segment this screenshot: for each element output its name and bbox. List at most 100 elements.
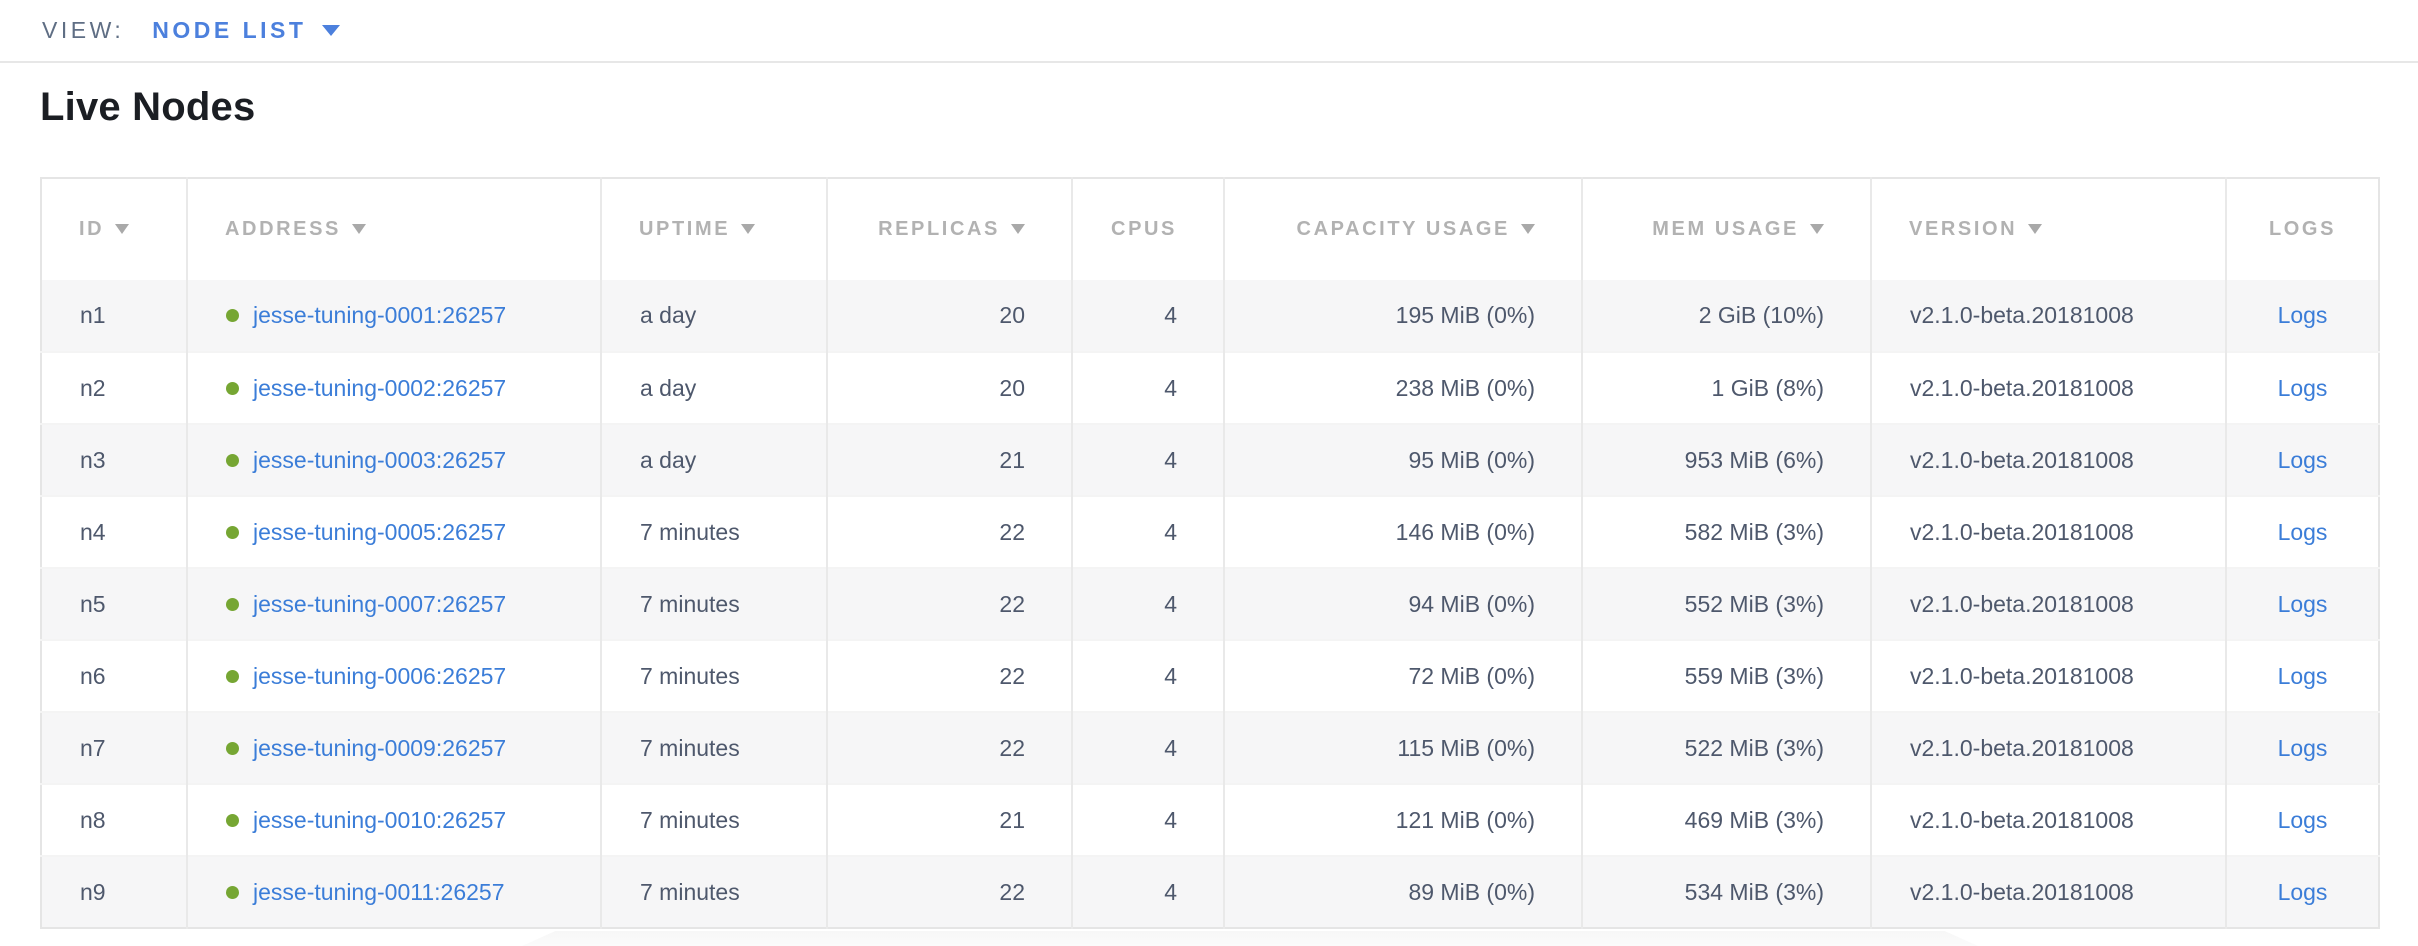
main-content: Live Nodes ID ADDRESS UPTIME REPLICAS CP… — [0, 85, 2418, 946]
uptime-value: a day — [640, 446, 697, 473]
uptime-value: 7 minutes — [640, 734, 740, 761]
replicas-value: 22 — [999, 662, 1025, 689]
node-id: n7 — [80, 734, 106, 761]
node-live-icon — [226, 381, 239, 395]
column-header-logs: LOGS — [2226, 178, 2379, 280]
replicas-value: 22 — [999, 734, 1025, 761]
sort-desc-icon — [741, 224, 756, 234]
column-label: ID — [79, 218, 105, 240]
capacity-usage-value: 121 MiB (0%) — [1395, 806, 1535, 833]
uptime-value: a day — [640, 374, 697, 401]
column-header-replicas[interactable]: REPLICAS — [827, 178, 1073, 280]
node-address-link[interactable]: jesse-tuning-0003:26257 — [253, 446, 507, 473]
uptime-value: 7 minutes — [640, 590, 740, 617]
sort-desc-icon — [352, 224, 366, 234]
column-label: CPUS — [1111, 218, 1177, 240]
node-address-link[interactable]: jesse-tuning-0011:26257 — [253, 878, 505, 905]
node-live-icon — [226, 453, 239, 467]
cpus-value: 4 — [1164, 446, 1177, 473]
mem-usage-value: 522 MiB (3%) — [1684, 734, 1824, 761]
column-header-version[interactable]: VERSION — [1871, 178, 2227, 280]
logs-link[interactable]: Logs — [2277, 878, 2328, 905]
sort-desc-icon — [1011, 224, 1025, 234]
uptime-value: 7 minutes — [640, 806, 740, 833]
column-header-uptime[interactable]: UPTIME — [601, 178, 828, 280]
node-id: n8 — [80, 806, 106, 833]
replicas-value: 22 — [999, 518, 1025, 545]
sort-desc-icon — [115, 224, 130, 234]
table-row: n4 jesse-tuning-0005:26257 7 minutes 22 … — [41, 495, 2379, 568]
node-live-icon — [226, 309, 239, 322]
replicas-value: 20 — [999, 374, 1025, 401]
view-label: VIEW: — [42, 17, 125, 43]
mem-usage-value: 552 MiB (3%) — [1684, 590, 1824, 617]
column-header-id[interactable]: ID — [41, 178, 188, 280]
node-address-link[interactable]: jesse-tuning-0002:26257 — [253, 374, 507, 401]
version-value: v2.1.0-beta.20181008 — [1910, 446, 2134, 473]
sort-desc-icon — [1521, 224, 1535, 234]
version-value: v2.1.0-beta.20181008 — [1910, 662, 2134, 689]
logs-link[interactable]: Logs — [2277, 806, 2328, 833]
column-label: LOGS — [2268, 218, 2337, 240]
cpus-value: 4 — [1164, 734, 1177, 761]
cpus-value: 4 — [1164, 662, 1177, 689]
node-id: n5 — [80, 590, 106, 617]
node-id: n3 — [80, 446, 106, 473]
node-id: n6 — [80, 662, 106, 689]
mem-usage-value: 534 MiB (3%) — [1684, 878, 1824, 905]
version-value: v2.1.0-beta.20181008 — [1910, 302, 2134, 328]
node-id: n1 — [80, 302, 106, 328]
version-value: v2.1.0-beta.20181008 — [1910, 734, 2134, 761]
uptime-value: a day — [640, 302, 697, 328]
node-id: n2 — [80, 374, 106, 401]
table-row: n1 jesse-tuning-0001:26257 a day 20 4 19… — [41, 280, 2379, 352]
node-address-link[interactable]: jesse-tuning-0001:26257 — [253, 302, 507, 328]
logs-link[interactable]: Logs — [2277, 302, 2328, 328]
capacity-usage-value: 115 MiB (0%) — [1397, 734, 1535, 761]
replicas-value: 21 — [999, 806, 1025, 833]
node-address-link[interactable]: jesse-tuning-0005:26257 — [253, 518, 507, 545]
node-address-link[interactable]: jesse-tuning-0007:26257 — [253, 590, 507, 617]
column-header-mem-usage[interactable]: MEM USAGE — [1582, 178, 1872, 280]
node-id: n4 — [80, 518, 106, 545]
view-selector-dropdown[interactable]: NODE LIST — [152, 17, 341, 44]
version-value: v2.1.0-beta.20181008 — [1910, 374, 2134, 401]
capacity-usage-value: 238 MiB (0%) — [1395, 374, 1535, 401]
next-section-shadow — [495, 931, 2005, 946]
table-header-row: ID ADDRESS UPTIME REPLICAS CPUS CAPACITY… — [41, 178, 2379, 280]
replicas-value: 22 — [999, 590, 1025, 617]
sort-desc-icon — [1810, 224, 1824, 234]
node-live-icon — [226, 597, 239, 611]
node-address-link[interactable]: jesse-tuning-0009:26257 — [253, 734, 507, 761]
table-row: n8 jesse-tuning-0010:26257 7 minutes 21 … — [41, 783, 2379, 856]
logs-link[interactable]: Logs — [2277, 662, 2328, 689]
cpus-value: 4 — [1164, 518, 1177, 545]
logs-link[interactable]: Logs — [2277, 446, 2328, 473]
logs-link[interactable]: Logs — [2277, 590, 2328, 617]
node-live-icon — [226, 741, 239, 755]
column-header-capacity-usage[interactable]: CAPACITY USAGE — [1224, 178, 1583, 280]
column-label: ADDRESS — [225, 218, 341, 240]
node-live-icon — [226, 885, 239, 899]
logs-link[interactable]: Logs — [2277, 374, 2328, 401]
node-address-link[interactable]: jesse-tuning-0010:26257 — [253, 806, 507, 833]
table-row: n2 jesse-tuning-0002:26257 a day 20 4 23… — [41, 351, 2379, 424]
node-address-link[interactable]: jesse-tuning-0006:26257 — [253, 662, 507, 689]
table-row: n6 jesse-tuning-0006:26257 7 minutes 22 … — [41, 639, 2379, 712]
uptime-value: 7 minutes — [640, 878, 740, 905]
table-row: n5 jesse-tuning-0007:26257 7 minutes 22 … — [41, 567, 2379, 640]
replicas-value: 21 — [999, 446, 1025, 473]
cpus-value: 4 — [1164, 374, 1177, 401]
logs-link[interactable]: Logs — [2277, 518, 2328, 545]
node-live-icon — [226, 525, 239, 539]
version-value: v2.1.0-beta.20181008 — [1910, 806, 2134, 833]
node-live-icon — [226, 813, 239, 827]
column-label: UPTIME — [639, 218, 731, 240]
mem-usage-value: 469 MiB (3%) — [1684, 806, 1824, 833]
column-header-address[interactable]: ADDRESS — [187, 178, 602, 280]
node-id: n9 — [80, 878, 106, 905]
capacity-usage-value: 95 MiB (0%) — [1408, 446, 1535, 473]
table-row: n9 jesse-tuning-0011:26257 7 minutes 22 … — [41, 855, 2379, 928]
column-header-cpus: CPUS — [1072, 178, 1225, 280]
logs-link[interactable]: Logs — [2277, 734, 2328, 761]
